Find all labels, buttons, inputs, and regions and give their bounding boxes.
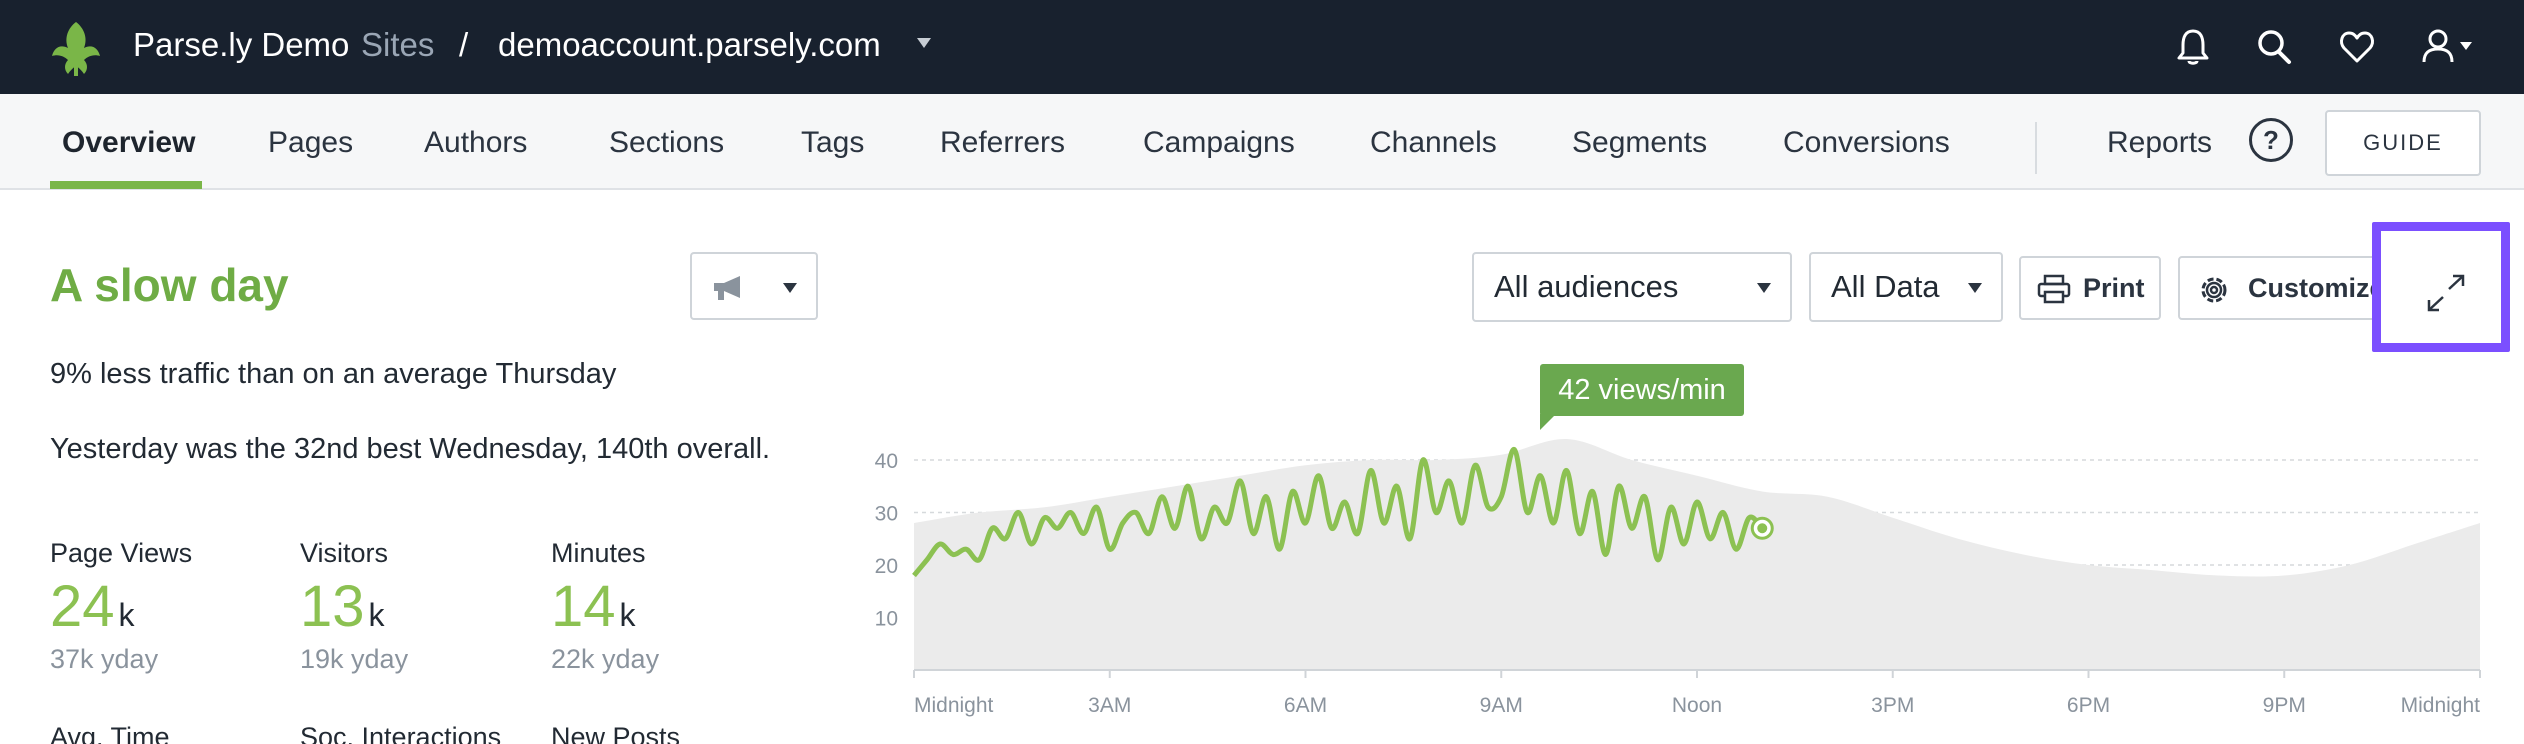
metric-yesterday: 19k yday	[300, 644, 409, 674]
sites-link[interactable]: Sites	[361, 26, 435, 63]
site-selector[interactable]: demoaccount.parsely.com	[498, 26, 881, 63]
bell-icon[interactable]	[2173, 26, 2213, 68]
x-tick-label: 6PM	[2067, 694, 2110, 717]
tab-navigation: Overview Pages Authors Sections Tags Ref…	[0, 94, 2524, 190]
x-tick-label: Midnight	[914, 694, 994, 717]
chevron-down-icon	[783, 283, 797, 293]
x-tick-label: 9PM	[2263, 694, 2306, 717]
printer-icon	[2037, 274, 2071, 304]
search-icon[interactable]	[2254, 26, 2294, 68]
metric-minutes[interactable]: Minutes 14 k 22k yday	[551, 538, 659, 675]
metric-yesterday: 22k yday	[551, 644, 660, 674]
metric-page-views[interactable]: Page Views 24 k 37k yday	[50, 538, 192, 675]
parsely-logo-icon[interactable]	[46, 18, 106, 78]
metric-value: 24	[50, 574, 115, 639]
customize-button[interactable]: Customize	[2178, 256, 2385, 320]
chevron-down-icon[interactable]	[915, 36, 933, 50]
chevron-down-icon	[1968, 283, 1982, 293]
audience-select-value: All audiences	[1494, 269, 1679, 304]
user-icon[interactable]	[2420, 26, 2474, 68]
metric-value: 14	[551, 574, 616, 639]
typical-traffic-area	[914, 438, 2480, 670]
x-tick-label: 6AM	[1284, 694, 1327, 717]
guide-button[interactable]: GUIDE	[2325, 110, 2481, 176]
today-traffic-line[interactable]	[912, 446, 1765, 578]
tab-overview[interactable]: Overview	[62, 126, 196, 159]
metric-yesterday: 37k yday	[50, 644, 159, 674]
page-title: A slow day	[50, 259, 289, 311]
expand-icon	[2427, 274, 2465, 312]
audience-select[interactable]: All audiences	[1472, 252, 1792, 322]
y-tick-label: 20	[875, 555, 898, 578]
x-tick-label: Midnight	[2401, 694, 2481, 717]
metric-unit: k	[118, 597, 135, 633]
print-button[interactable]: Print	[2019, 256, 2161, 320]
y-tick-label: 40	[875, 450, 898, 473]
traffic-comparison-text: 9% less traffic than on an average Thurs…	[50, 358, 617, 390]
reports-link[interactable]: Reports	[2107, 126, 2213, 159]
metric-label-avg-time[interactable]: Avg. Time	[50, 722, 170, 744]
tab-conversions[interactable]: Conversions	[1783, 126, 1950, 159]
tab-authors[interactable]: Authors	[424, 126, 528, 159]
top-bar: Parse.ly Demo Sites / demoaccount.parsel…	[0, 0, 2524, 94]
metric-label-new-posts[interactable]: New Posts	[551, 722, 681, 744]
tab-tags[interactable]: Tags	[801, 126, 865, 159]
metric-label-social-interactions[interactable]: Soc. Interactions	[300, 722, 502, 744]
data-select-value: All Data	[1831, 269, 1940, 304]
active-tab-indicator	[50, 181, 202, 189]
metric-label: Minutes	[551, 538, 646, 568]
metric-label: Page Views	[50, 538, 193, 568]
y-tick-label: 30	[875, 503, 898, 526]
tab-segments[interactable]: Segments	[1572, 126, 1708, 159]
print-label: Print	[2083, 273, 2145, 303]
nav-divider	[2035, 122, 2037, 174]
tab-referrers[interactable]: Referrers	[940, 126, 1066, 159]
x-tick-label: 9AM	[1480, 694, 1523, 717]
breadcrumb-separator: /	[459, 26, 469, 63]
metric-unit: k	[619, 597, 636, 633]
megaphone-icon	[714, 276, 740, 300]
tab-channels[interactable]: Channels	[1370, 126, 1497, 159]
metric-unit: k	[368, 597, 385, 633]
annotations-dropdown[interactable]	[690, 252, 818, 320]
current-point-dot	[1757, 523, 1768, 534]
tab-campaigns[interactable]: Campaigns	[1143, 126, 1295, 159]
fullscreen-button[interactable]	[2372, 222, 2510, 352]
chart-tooltip-arrow	[1540, 414, 1556, 430]
chart-tooltip: 42 views/min	[1540, 364, 1744, 416]
brand-name[interactable]: Parse.ly Demo	[133, 26, 350, 63]
x-tick-label: Noon	[1672, 694, 1722, 717]
metric-value: 13	[300, 574, 365, 639]
metric-label: Visitors	[300, 538, 389, 568]
tab-pages[interactable]: Pages	[268, 126, 354, 159]
data-select[interactable]: All Data	[1809, 252, 2003, 322]
heart-icon[interactable]	[2337, 26, 2377, 68]
metric-visitors[interactable]: Visitors 13 k 19k yday	[300, 538, 408, 675]
y-tick-label: 10	[875, 608, 898, 631]
gear-icon	[2201, 277, 2227, 303]
help-button[interactable]: ?	[2249, 118, 2293, 162]
yesterday-rank-text: Yesterday was the 32nd best Wednesday, 1…	[50, 433, 771, 465]
x-tick-label: 3AM	[1088, 694, 1131, 717]
chevron-down-icon	[1757, 283, 1771, 293]
tab-sections[interactable]: Sections	[609, 126, 725, 159]
x-tick-label: 3PM	[1871, 694, 1914, 717]
customize-label: Customize	[2248, 273, 2385, 303]
